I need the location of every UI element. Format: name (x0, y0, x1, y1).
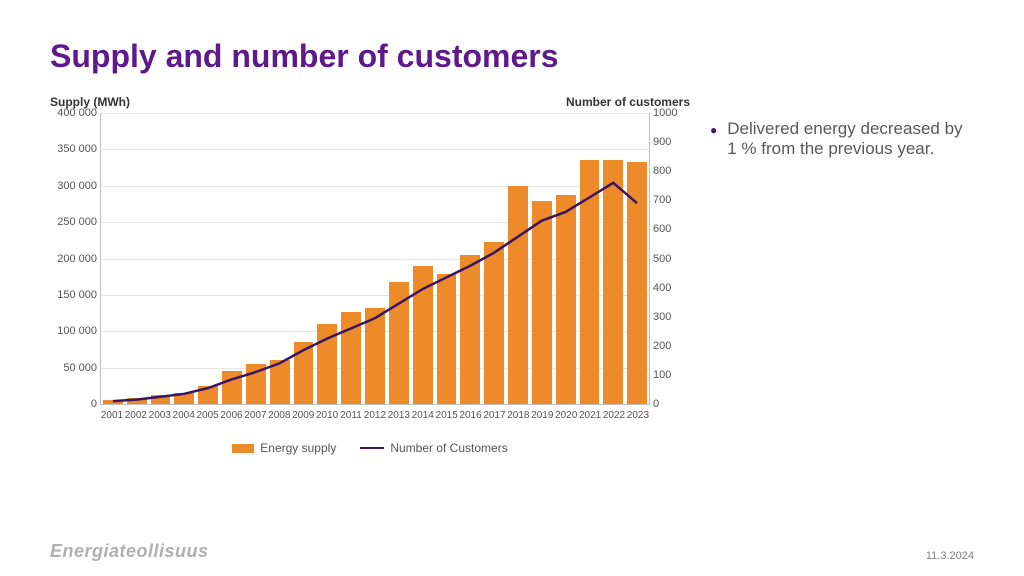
y-left-label: 0 (91, 398, 101, 410)
x-label: 2020 (554, 410, 578, 421)
y-left-label: 400 000 (57, 107, 101, 119)
x-label: 2003 (148, 410, 172, 421)
x-label: 2007 (243, 410, 267, 421)
legend-line: Number of Customers (360, 441, 507, 455)
x-label: 2002 (124, 410, 148, 421)
plot-area: 050 000100 000150 000200 000250 000300 0… (100, 113, 650, 405)
y-left-label: 150 000 (57, 289, 101, 301)
x-label: 2022 (602, 410, 626, 421)
x-label: 2017 (483, 410, 507, 421)
x-label: 2021 (578, 410, 602, 421)
y-right-label: 900 (649, 136, 671, 148)
bullet-text: Delivered energy decreased by 1 % from t… (727, 119, 974, 159)
y-right-label: 500 (649, 253, 671, 265)
x-label: 2001 (100, 410, 124, 421)
y-right-label: 200 (649, 340, 671, 352)
y-right-label: 1000 (649, 107, 677, 119)
y-right-label: 800 (649, 165, 671, 177)
x-label: 2018 (506, 410, 530, 421)
x-label: 2010 (315, 410, 339, 421)
customers-line (113, 183, 637, 401)
y-right-label: 700 (649, 194, 671, 206)
footer-logo: Energiateollisuus (50, 541, 209, 562)
y-right-label: 400 (649, 282, 671, 294)
y-left-label: 50 000 (63, 362, 101, 374)
x-label: 2012 (363, 410, 387, 421)
y-left-label: 100 000 (57, 325, 101, 337)
chart-legend: Energy supply Number of Customers (50, 441, 690, 455)
bullet-item: ● Delivered energy decreased by 1 % from… (710, 119, 974, 159)
legend-bar-swatch (232, 444, 254, 453)
y-right-label: 600 (649, 223, 671, 235)
footer-date: 11.3.2024 (926, 550, 974, 562)
x-label: 2008 (267, 410, 291, 421)
x-label: 2023 (626, 410, 650, 421)
y-left-label: 200 000 (57, 253, 101, 265)
x-label: 2015 (435, 410, 459, 421)
legend-bar-label: Energy supply (260, 441, 336, 455)
x-label: 2016 (459, 410, 483, 421)
x-label: 2013 (387, 410, 411, 421)
y-right-label: 0 (649, 398, 659, 410)
notes-column: ● Delivered energy decreased by 1 % from… (710, 95, 974, 455)
x-label: 2011 (339, 410, 363, 421)
y-left-label: 250 000 (57, 216, 101, 228)
x-label: 2009 (291, 410, 315, 421)
x-label: 2019 (530, 410, 554, 421)
y-right-label: 100 (649, 369, 671, 381)
legend-line-swatch (360, 447, 384, 449)
x-label: 2006 (220, 410, 244, 421)
slide-title: Supply and number of customers (50, 38, 974, 75)
x-label: 2014 (411, 410, 435, 421)
chart-container: Supply (MWh) Number of customers 050 000… (50, 95, 690, 455)
y-left-label: 350 000 (57, 143, 101, 155)
bullet-icon: ● (710, 119, 717, 159)
legend-bar: Energy supply (232, 441, 336, 455)
y-left-label: 300 000 (57, 180, 101, 192)
y-right-label: 300 (649, 311, 671, 323)
x-label: 2004 (172, 410, 196, 421)
x-label: 2005 (196, 410, 220, 421)
legend-line-label: Number of Customers (390, 441, 507, 455)
